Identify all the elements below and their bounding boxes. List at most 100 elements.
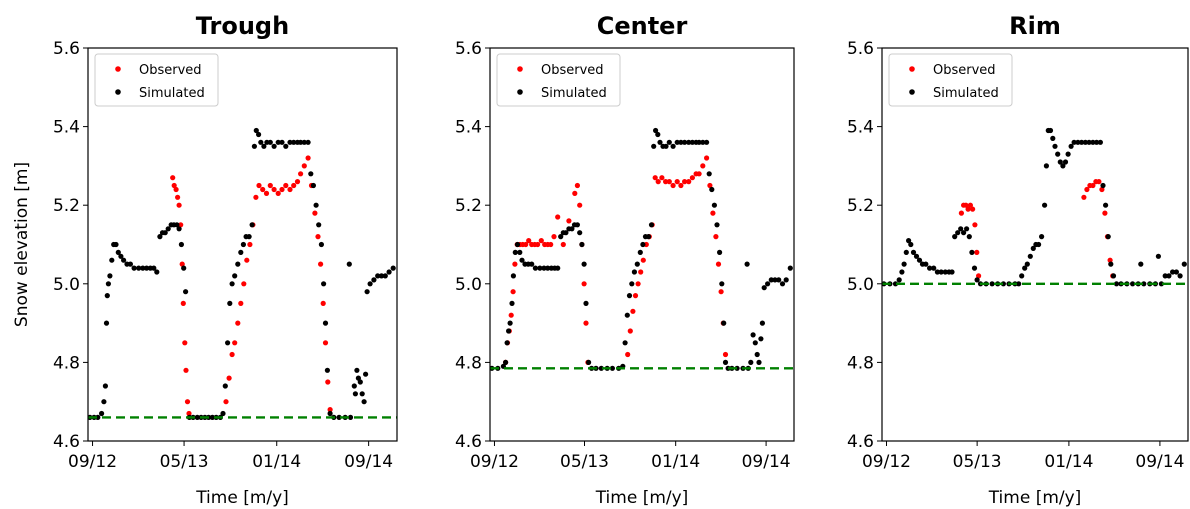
data-point-simulated [663, 143, 669, 149]
x-tick-label: 01/14 [651, 452, 700, 472]
data-point-simulated [256, 131, 262, 138]
data-point-simulated [949, 269, 955, 275]
data-point-simulated [1173, 269, 1179, 275]
series-simulated [88, 127, 396, 420]
data-point-simulated [916, 257, 923, 263]
legend-marker [517, 66, 523, 72]
data-point-simulated [734, 365, 740, 371]
data-point-simulated [759, 320, 766, 326]
data-point-simulated [1050, 135, 1056, 141]
data-point-observed [632, 293, 639, 299]
data-point-observed [635, 281, 641, 287]
y-tick-label: 5.6 [455, 39, 482, 59]
data-point-simulated [722, 359, 729, 365]
data-point-observed [715, 261, 722, 267]
data-point-observed [630, 308, 636, 314]
data-point-simulated [964, 226, 970, 232]
data-point-simulated [336, 414, 342, 420]
y-tick-label: 5.2 [455, 196, 482, 216]
data-point-observed [682, 179, 688, 185]
data-point-observed [223, 399, 229, 405]
data-point-simulated [1130, 281, 1136, 287]
data-point-observed [244, 257, 250, 263]
data-point-simulated [934, 269, 941, 275]
data-point-simulated [1043, 163, 1049, 169]
data-point-simulated [744, 261, 750, 267]
data-point-simulated [514, 241, 521, 248]
data-point-simulated [181, 265, 187, 271]
legend-label: Observed [139, 63, 202, 78]
data-point-simulated [140, 265, 146, 271]
data-point-observed [523, 241, 529, 248]
data-point-observed [965, 206, 971, 212]
data-point-simulated [510, 273, 516, 279]
data-point-simulated [151, 265, 157, 271]
x-tick-label: 09/12 [68, 452, 117, 472]
data-point-simulated [624, 312, 630, 318]
chart-title: Trough [196, 12, 289, 40]
plot-area [490, 127, 794, 371]
data-point-simulated [136, 265, 142, 271]
data-point-simulated [609, 365, 616, 371]
data-point-observed [710, 210, 716, 216]
data-point-observed [291, 182, 297, 189]
data-point-simulated [942, 269, 948, 275]
data-point-simulated [1019, 273, 1025, 279]
data-point-observed [327, 407, 333, 413]
legend-marker [909, 66, 915, 72]
data-point-simulated [577, 230, 583, 236]
y-tick-label: 5.0 [53, 275, 80, 295]
data-point-simulated [545, 265, 551, 271]
data-point-simulated [1082, 139, 1088, 145]
data-point-simulated [355, 375, 361, 381]
data-point-simulated [378, 273, 385, 279]
data-point-observed [535, 241, 541, 248]
x-tick-label: 01/14 [1044, 452, 1093, 472]
data-point-observed [577, 202, 583, 208]
data-point-simulated [352, 391, 358, 397]
data-point-simulated [1057, 159, 1063, 165]
data-point-simulated [923, 261, 929, 267]
x-axis-label: Time [m/y] [988, 488, 1082, 508]
x-axis-label: Time [m/y] [595, 488, 689, 508]
data-point-simulated [361, 399, 367, 405]
data-point-simulated [634, 261, 640, 267]
data-point-observed [184, 399, 191, 405]
data-point-observed [625, 351, 631, 358]
x-tick-label: 09/14 [742, 452, 791, 472]
data-point-observed [566, 218, 572, 224]
data-point-observed [186, 410, 192, 417]
panel-center: 4.6 4.8 5.0 5.2 5.4 5.6 09/12 05/13 01/14 09/14 Ce… [455, 12, 795, 508]
data-point-observed [700, 163, 706, 169]
y-tick-label: 4.6 [847, 432, 874, 452]
data-point-observed [538, 238, 544, 244]
data-point-simulated [165, 226, 171, 232]
data-point-observed [572, 190, 578, 196]
data-point-simulated [779, 281, 786, 287]
data-point-observed [678, 182, 684, 189]
data-point-observed [1107, 257, 1113, 263]
data-point-simulated [1141, 281, 1147, 287]
legend-box [888, 53, 1013, 107]
data-point-observed [1099, 186, 1105, 193]
data-point-simulated [765, 281, 771, 287]
y-tick-label: 4.6 [53, 432, 80, 452]
data-point-simulated [517, 249, 523, 255]
data-point-simulated [107, 273, 113, 279]
data-point-simulated [711, 202, 718, 208]
data-point-observed [229, 351, 235, 358]
data-point-observed [232, 340, 238, 346]
data-point-observed [182, 340, 188, 346]
data-point-simulated [674, 139, 680, 145]
data-point-observed [638, 269, 644, 275]
data-point-simulated [386, 269, 392, 275]
series-observed [958, 179, 1116, 279]
data-point-simulated [113, 241, 119, 248]
data-point-simulated [756, 359, 762, 365]
legend-marker [517, 89, 523, 95]
data-point-simulated [670, 143, 676, 149]
legend-label: Observed [933, 63, 996, 78]
data-point-observed [283, 182, 289, 189]
data-point-simulated [768, 277, 774, 283]
data-point-observed [226, 375, 232, 381]
